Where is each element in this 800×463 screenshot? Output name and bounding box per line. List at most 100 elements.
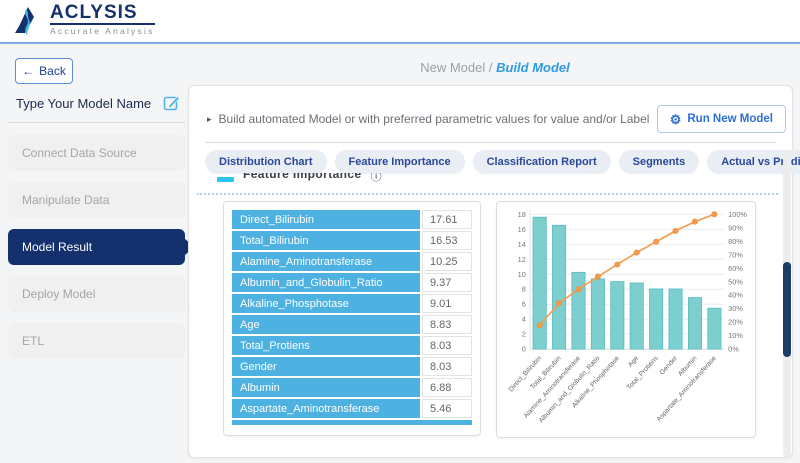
bar-alamine-aminotransferase [571,271,586,350]
right-axis-tick: 10% [728,331,743,340]
right-axis-tick: 30% [728,304,743,313]
run-new-model-button[interactable]: ⚙ Run New Model [656,105,786,133]
sidebar: Type Your Model Name Connect Data Source… [8,92,194,370]
tab-feature-importance[interactable]: Feature Importance [334,150,465,174]
breadcrumb-separator: / [488,60,493,75]
tab-segments[interactable]: Segments [618,150,700,174]
vertical-scrollbar-thumb[interactable] [783,262,791,357]
sidebar-step-connect-data-source[interactable]: Connect Data Source [8,135,185,171]
feature-importance-table: Direct_Bilirubin 17.61 Total_Bilirubin 16.5… [232,210,472,418]
cumulative-line [539,213,715,326]
main-panel: ▸ Build automated Model or with preferre… [188,85,800,458]
feature-value-cell: 8.83 [422,315,472,334]
line-marker [575,286,582,293]
build-hint: ▸ Build automated Model or with preferre… [207,112,649,126]
bar-total-bilirubin [552,224,567,350]
feature-value-cell: 9.37 [422,273,472,292]
step-label: ETL [22,334,45,348]
brand-tagline: Accurate Analysis [50,26,155,36]
feature-name-cell: Total_Bilirubin [232,231,420,250]
bar-aspartate-aminotransferase [707,307,722,350]
feature-importance-chart-card: 0 2 4 6 8 10 12 14 16 18 0% 10% 20% 30% 40% 50% 60% 70% 80… [496,201,756,438]
feature-value-cell: 8.03 [422,336,472,355]
back-arrow-icon: ← [22,64,35,78]
feature-value-cell: 10.25 [422,252,472,271]
line-marker [614,261,621,268]
model-name-field[interactable]: Type Your Model Name [8,92,185,123]
sidebar-step-model-result[interactable]: Model Result [8,229,194,265]
table-row: Total_Protiens 8.03 [232,336,472,355]
feature-name-cell: Age [232,315,420,334]
feature-name-cell: Aspartate_Aminotransferase [232,399,420,418]
result-tabs: Distribution Chart Feature Importance Clas… [205,150,800,174]
tab-distribution-chart[interactable]: Distribution Chart [205,150,327,174]
step-label: Model Result [22,240,93,254]
feature-name-cell: Alkaline_Phosphotase [232,294,420,313]
tab-classification-report[interactable]: Classification Report [472,150,611,174]
clipped-table-row [232,420,472,425]
line-marker [672,227,679,234]
x-axis-label: Age [627,355,640,369]
right-axis-tick: 90% [728,223,743,232]
back-button[interactable]: ← Back [15,58,73,84]
feature-value-cell: 17.61 [422,210,472,229]
brand-logo: ACLYSIS Accurate Analysis [12,3,155,39]
pareto-chart: 0 2 4 6 8 10 12 14 16 18 0% 10% 20% 30% 40% 50% 60% 70% 80… [508,210,748,425]
line-marker [711,211,718,218]
x-axis-label: Direct_Bilirubin [508,355,544,394]
right-axis-tick: 0% [728,345,739,354]
checkbox-dash-icon [217,177,234,182]
table-row: Albumin 6.88 [232,378,472,397]
feature-value-cell: 16.53 [422,231,472,250]
line-marker [653,238,660,245]
bar-alkaline-phosphotase [610,281,625,350]
section-heading-text: Feature Importance [243,173,362,181]
bar-direct-bilirubin [532,216,547,350]
table-row: Alamine_Aminotransferase 10.25 [232,252,472,271]
step-label: Manipulate Data [22,193,110,207]
edit-icon[interactable] [163,94,181,112]
bar-total-protiens [649,288,664,350]
table-row: Direct_Bilirubin 17.61 [232,210,472,229]
feature-importance-table-card: Direct_Bilirubin 17.61 Total_Bilirubin 16.5… [223,201,481,436]
feature-name-cell: Total_Protiens [232,336,420,355]
table-row: Alkaline_Phosphotase 9.01 [232,294,472,313]
sidebar-step-deploy-model[interactable]: Deploy Model [8,276,185,312]
info-icon: ⓘ [370,173,382,183]
left-axis-tick: 8 [522,285,526,294]
left-axis-tick: 18 [518,210,526,219]
brand-name: ACLYSIS [50,3,155,25]
bar-gender [668,288,683,350]
vertical-scrollbar-track[interactable] [783,150,791,458]
left-axis-tick: 4 [522,315,526,324]
right-axis-tick: 60% [728,264,743,273]
left-axis-tick: 10 [518,270,526,279]
feature-name-cell: Direct_Bilirubin [232,210,420,229]
right-axis-tick: 20% [728,318,743,327]
feature-value-cell: 8.03 [422,357,472,376]
step-label: Connect Data Source [22,146,137,160]
dotted-divider [197,193,778,195]
right-axis-tick: 50% [728,277,743,286]
feature-name-cell: Albumin_and_Globulin_Ratio [232,273,420,292]
gear-icon: ⚙ [669,111,682,127]
sidebar-step-manipulate-data[interactable]: Manipulate Data [8,182,185,218]
model-name-placeholder: Type Your Model Name [16,95,152,111]
left-axis-tick: 12 [518,255,526,264]
breadcrumb-parent[interactable]: New Model [420,60,486,75]
left-axis-tick: 2 [522,330,526,339]
caret-right-icon: ▸ [207,113,212,124]
feature-value-cell: 9.01 [422,294,472,313]
back-button-label: Back [39,64,66,78]
left-axis-tick: 6 [522,300,526,309]
feature-value-cell: 5.46 [422,399,472,418]
table-row: Aspartate_Aminotransferase 5.46 [232,399,472,418]
right-axis-tick: 70% [728,250,743,259]
sidebar-step-etl[interactable]: ETL [8,323,185,359]
left-axis-tick: 14 [518,240,526,249]
left-axis-tick: 16 [518,225,526,234]
feature-name-cell: Alamine_Aminotransferase [232,252,420,271]
breadcrumb: New Model / Build Model [380,60,610,75]
right-axis-tick: 40% [728,291,743,300]
run-new-model-label: Run New Model [687,113,773,125]
